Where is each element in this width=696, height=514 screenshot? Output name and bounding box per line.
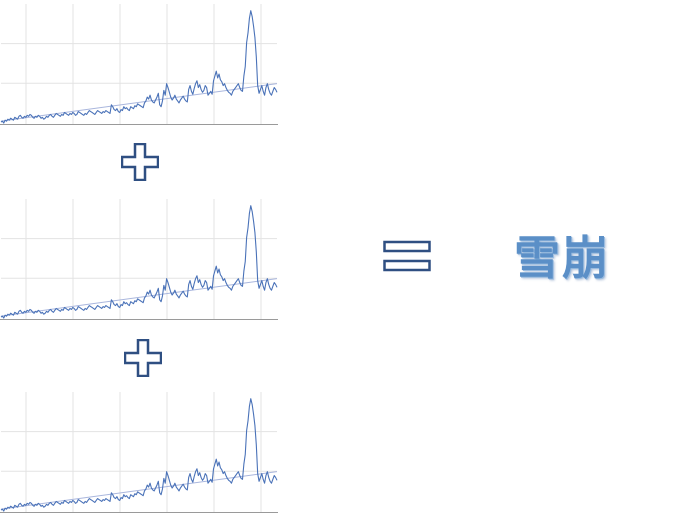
trend-line <box>0 471 278 510</box>
time-series-chart-2 <box>0 197 278 321</box>
equals-icon <box>383 240 431 272</box>
trend-line <box>0 83 278 122</box>
time-series-chart-3 <box>0 390 278 514</box>
series-line <box>0 10 278 124</box>
trend-line <box>0 278 278 317</box>
result-text-avalanche: 雪崩 <box>514 231 610 285</box>
plus-icon <box>120 142 160 182</box>
time-series-chart-1 <box>0 2 278 126</box>
chart-svg <box>0 392 278 513</box>
series-line <box>0 205 278 319</box>
chart-svg <box>0 199 278 320</box>
series-line <box>0 398 278 512</box>
plus-icon <box>123 338 163 378</box>
chart-svg <box>0 4 278 125</box>
